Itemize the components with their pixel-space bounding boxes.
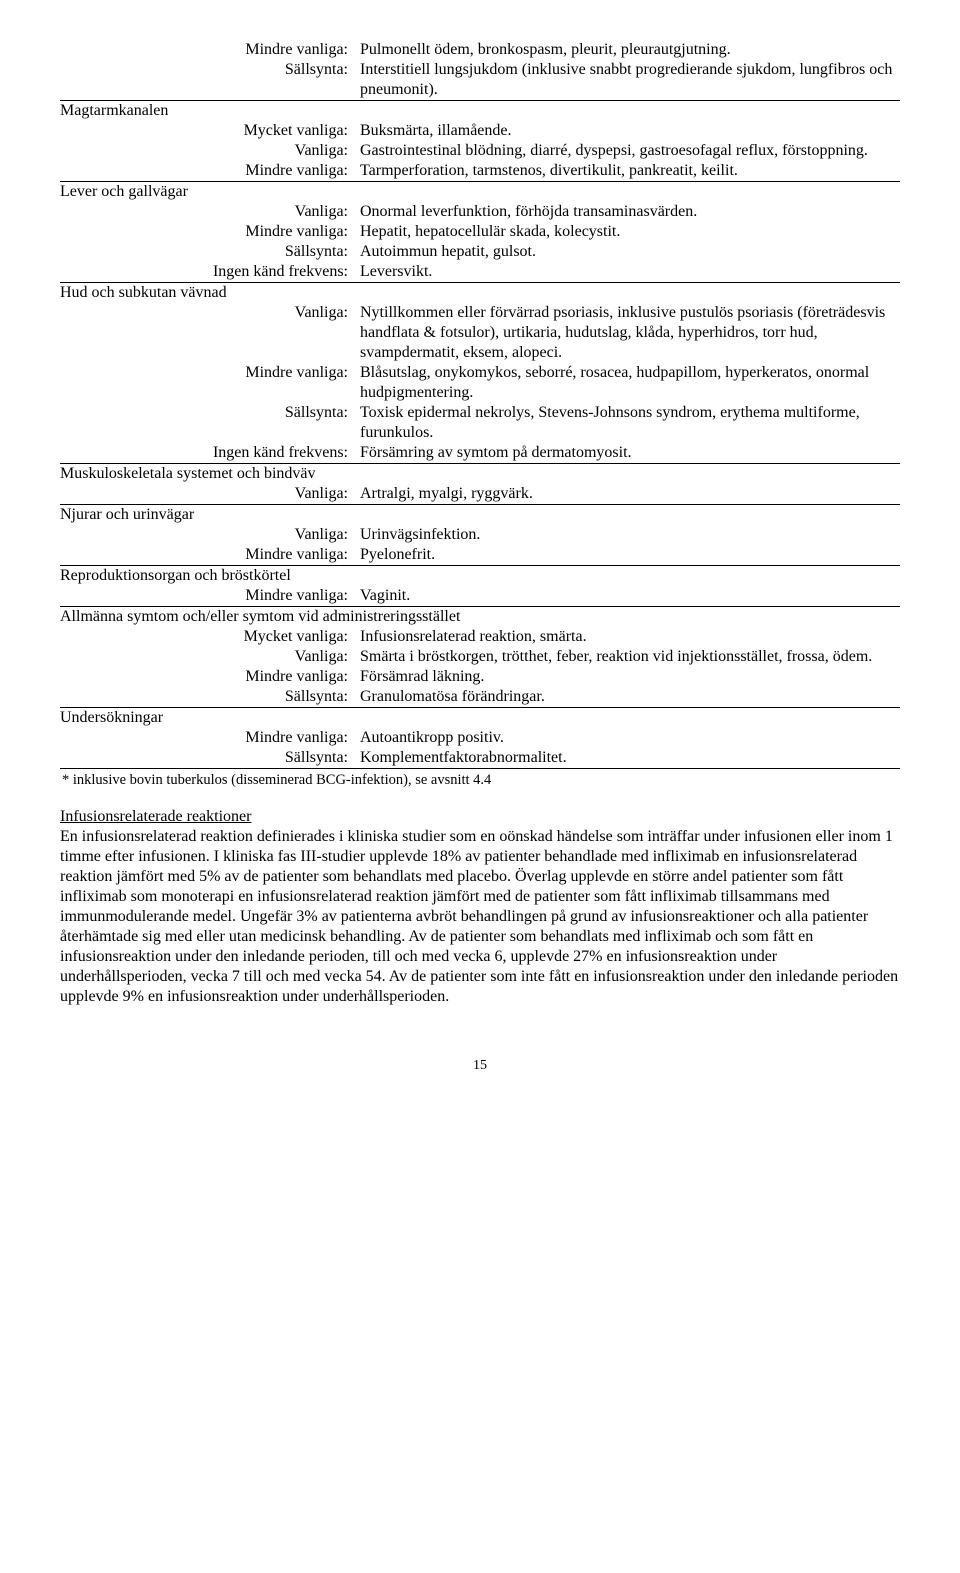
table-footnote: * inklusive bovin tuberkulos (disseminer…	[60, 771, 900, 789]
infusion-heading: Infusionsrelaterade reaktioner	[60, 808, 251, 825]
effect-desc: Onormal leverfunktion, förhöjda transami…	[360, 202, 900, 222]
effect-desc: Försämrad läkning.	[360, 667, 900, 687]
section-heading: Lever och gallvägar	[60, 182, 900, 203]
page-number: 15	[60, 1057, 900, 1075]
freq-label: Vanliga:	[60, 202, 360, 222]
section-heading: Reproduktionsorgan och bröstkörtel	[60, 566, 900, 587]
effect-desc: Vaginit.	[360, 586, 900, 607]
effect-desc: Försämring av symtom på dermatomyosit.	[360, 443, 900, 464]
effect-desc: Toxisk epidermal nekrolys, Stevens-Johns…	[360, 403, 900, 443]
freq-label: Vanliga:	[60, 484, 360, 505]
freq-label: Sällsynta:	[60, 403, 360, 443]
effect-desc: Artralgi, myalgi, ryggvärk.	[360, 484, 900, 505]
effect-desc: Smärta i bröstkorgen, trötthet, feber, r…	[360, 647, 900, 667]
effect-desc: Leversvikt.	[360, 262, 900, 283]
freq-label: Vanliga:	[60, 647, 360, 667]
effect-desc: Interstitiell lungsjukdom (inklusive sna…	[360, 60, 900, 101]
effect-desc: Hepatit, hepatocellulär skada, kolecysti…	[360, 222, 900, 242]
effect-desc: Urinvägsinfektion.	[360, 525, 900, 545]
freq-label: Vanliga:	[60, 525, 360, 545]
section-heading: Undersökningar	[60, 708, 900, 729]
effect-desc: Autoimmun hepatit, gulsot.	[360, 242, 900, 262]
freq-label: Ingen känd frekvens:	[60, 443, 360, 464]
section-heading: Hud och subkutan vävnad	[60, 283, 900, 304]
section-heading: Muskuloskeletala systemet och bindväv	[60, 464, 900, 485]
freq-label: Mindre vanliga:	[60, 161, 360, 182]
adverse-effects-table: Mindre vanliga: Pulmonellt ödem, bronkos…	[60, 40, 900, 769]
effect-desc: Gastrointestinal blödning, diarré, dyspe…	[360, 141, 900, 161]
infusion-body: En infusionsrelaterad reaktion definiera…	[60, 828, 898, 1005]
effect-desc: Buksmärta, illamående.	[360, 121, 900, 141]
section-heading: Njurar och urinvägar	[60, 505, 900, 526]
effect-desc: Blåsutslag, onykomykos, seborré, rosacea…	[360, 363, 900, 403]
effect-desc: Pulmonellt ödem, bronkospasm, pleurit, p…	[360, 40, 900, 60]
freq-label: Sällsynta:	[60, 687, 360, 708]
freq-label: Mindre vanliga:	[60, 363, 360, 403]
freq-label: Mindre vanliga:	[60, 545, 360, 566]
freq-label: Mindre vanliga:	[60, 586, 360, 607]
effect-desc: Tarmperforation, tarmstenos, divertikuli…	[360, 161, 900, 182]
section-heading: Allmänna symtom och/eller symtom vid adm…	[60, 607, 900, 628]
effect-desc: Nytillkommen eller förvärrad psoriasis, …	[360, 303, 900, 363]
effect-desc: Komplementfaktorabnormalitet.	[360, 748, 900, 769]
freq-label: Vanliga:	[60, 141, 360, 161]
effect-desc: Infusionsrelaterad reaktion, smärta.	[360, 627, 900, 647]
freq-label: Sällsynta:	[60, 60, 360, 101]
freq-label: Mindre vanliga:	[60, 40, 360, 60]
freq-label: Mindre vanliga:	[60, 728, 360, 748]
freq-label: Mindre vanliga:	[60, 667, 360, 687]
freq-label: Vanliga:	[60, 303, 360, 363]
section-heading: Magtarmkanalen	[60, 101, 900, 122]
freq-label: Sällsynta:	[60, 242, 360, 262]
freq-label: Mycket vanliga:	[60, 627, 360, 647]
freq-label: Mycket vanliga:	[60, 121, 360, 141]
freq-label: Mindre vanliga:	[60, 222, 360, 242]
freq-label: Sällsynta:	[60, 748, 360, 769]
effect-desc: Pyelonefrit.	[360, 545, 900, 566]
infusion-paragraph: Infusionsrelaterade reaktioner En infusi…	[60, 807, 900, 1007]
effect-desc: Granulomatösa förändringar.	[360, 687, 900, 708]
effect-desc: Autoantikropp positiv.	[360, 728, 900, 748]
freq-label: Ingen känd frekvens:	[60, 262, 360, 283]
